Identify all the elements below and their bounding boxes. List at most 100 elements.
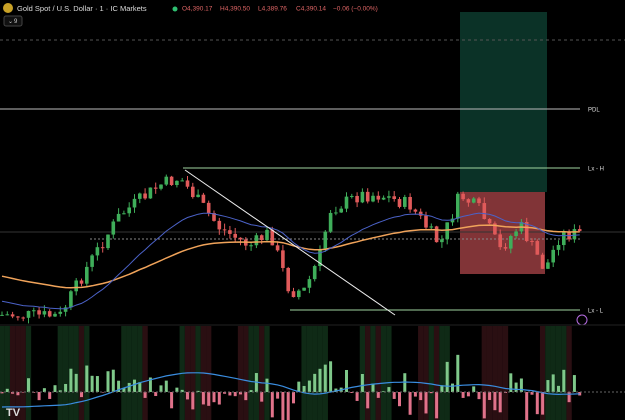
candle-body — [265, 229, 269, 241]
histogram-bar — [138, 382, 142, 392]
histogram-bar — [143, 392, 147, 398]
histogram-bar — [201, 392, 205, 405]
candle-body — [318, 249, 322, 267]
candle-body — [562, 231, 566, 246]
histogram-bar — [170, 392, 174, 409]
symbol-icon — [3, 3, 13, 13]
indicator-shade — [301, 326, 307, 420]
histogram-bar — [413, 392, 417, 397]
ohlc-high: H4,390.50 — [220, 6, 250, 13]
indicator-shade — [121, 326, 127, 420]
candle-body — [471, 198, 476, 203]
histogram-bar — [207, 392, 211, 406]
histogram-bar — [387, 387, 391, 392]
candle-body — [440, 239, 444, 243]
indicator-shade — [433, 326, 440, 420]
histogram-bar — [329, 361, 333, 392]
histogram-bar — [562, 369, 566, 392]
histogram-bar — [80, 392, 83, 398]
indicator-shade — [370, 326, 376, 420]
candle-body — [408, 196, 412, 210]
trend-line — [184, 169, 396, 316]
histogram-bar — [122, 388, 126, 392]
candle-body — [323, 231, 328, 250]
histogram-bar — [392, 392, 396, 399]
candle-body — [143, 193, 147, 199]
indicator-shade — [365, 326, 371, 420]
candle-body — [42, 311, 47, 315]
indicators-toggle[interactable] — [3, 15, 23, 27]
indicators-toggle-text: ⌄ — [8, 19, 13, 25]
candle-body — [371, 195, 375, 202]
candle-body — [122, 213, 126, 215]
indicator-shade — [492, 326, 498, 420]
candle-body — [127, 207, 131, 214]
histogram-bar — [419, 392, 423, 401]
indicator-shade — [142, 326, 148, 420]
histogram-bar — [16, 392, 20, 396]
histogram-bar — [398, 392, 401, 407]
candle-body — [540, 254, 545, 269]
histogram-bar — [292, 392, 295, 404]
candle-body — [32, 310, 36, 312]
candle-body — [286, 267, 290, 292]
candle-body — [47, 311, 52, 317]
indicator-shade — [15, 326, 21, 420]
lx-high-label: Lx - H — [588, 167, 604, 173]
candle-body — [413, 209, 418, 212]
histogram-bar — [551, 374, 555, 392]
histogram-bar — [488, 392, 492, 400]
loss-zone — [460, 192, 545, 274]
histogram-bar — [403, 373, 407, 392]
histogram-bar — [164, 380, 168, 392]
candle-body — [37, 310, 41, 315]
histogram-bar — [493, 392, 497, 411]
candle-body — [233, 233, 237, 238]
histogram-bar — [111, 369, 115, 392]
indicator-shade — [380, 326, 387, 420]
histogram-bar — [514, 382, 518, 392]
candle-body — [238, 237, 243, 240]
histogram-bar — [302, 385, 306, 392]
histogram-bar — [408, 392, 412, 415]
candle-body — [180, 180, 184, 182]
histogram-bar — [530, 392, 534, 395]
histogram-bar — [355, 392, 359, 401]
candle-body — [153, 187, 158, 189]
histogram-bar — [90, 375, 94, 392]
candles — [0, 174, 582, 324]
candle-body — [270, 229, 275, 246]
candle-body — [138, 193, 142, 199]
candle-body — [339, 208, 343, 213]
indicator-shade — [502, 326, 509, 420]
candle-body — [69, 291, 73, 308]
candle-body — [403, 196, 407, 207]
candle-body — [392, 196, 396, 200]
histogram-bar — [376, 392, 380, 398]
histogram-bar — [85, 365, 89, 392]
histogram-bar — [567, 392, 571, 403]
candle-body — [79, 280, 84, 284]
indicator-shade — [539, 326, 546, 420]
candle-body — [63, 307, 68, 312]
indicator-shade — [497, 326, 503, 420]
candle-body — [21, 317, 25, 319]
histogram-bar — [217, 392, 221, 405]
profit-zone — [460, 12, 547, 192]
histogram-bar — [360, 374, 364, 392]
histogram-bar — [371, 383, 375, 392]
histogram-bar — [525, 392, 529, 420]
histogram-bar — [541, 392, 545, 415]
histogram-bar — [546, 380, 550, 392]
indicator-shade — [73, 326, 79, 420]
candle-body — [281, 250, 285, 268]
candle-body — [477, 198, 481, 204]
candle-body — [201, 194, 206, 203]
moving-average — [1, 212, 580, 310]
histogram-bar — [578, 392, 582, 396]
candle-body — [514, 231, 518, 237]
histogram-bar — [154, 392, 158, 397]
indicator-shade — [131, 326, 138, 420]
candle-body — [445, 222, 449, 240]
histogram-bar — [345, 369, 348, 392]
